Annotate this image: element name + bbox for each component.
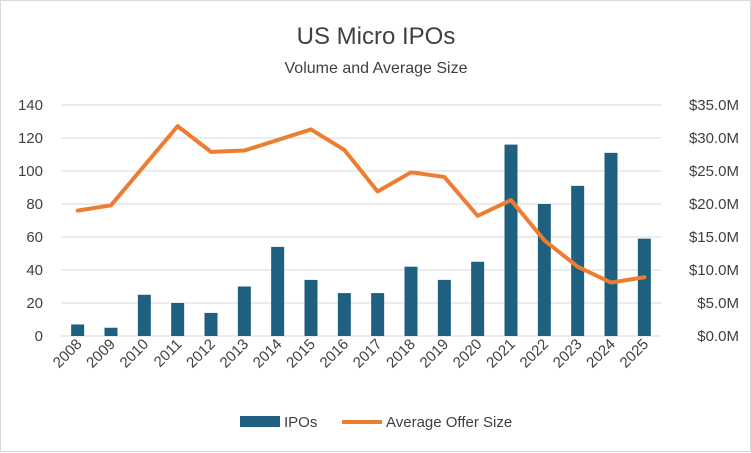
- left-tick-label: 20: [26, 295, 43, 312]
- x-tick-label: 2025: [617, 336, 653, 372]
- x-tick-label: 2020: [450, 336, 486, 372]
- bar: [371, 293, 384, 336]
- bar: [638, 239, 651, 336]
- bar: [405, 267, 418, 336]
- x-tick-label: 2008: [50, 336, 86, 372]
- x-tick-label: 2021: [483, 336, 519, 372]
- x-tick-label: 2014: [250, 336, 286, 372]
- left-tick-label: 0: [35, 328, 43, 345]
- x-tick-label: 2011: [151, 336, 186, 371]
- bar: [471, 262, 484, 336]
- legend: IPOs Average Offer Size: [240, 414, 512, 431]
- x-tick-label: 2018: [383, 336, 419, 372]
- bar: [305, 280, 318, 336]
- x-tick-label: 2009: [83, 336, 119, 372]
- left-tick-label: 120: [18, 130, 43, 147]
- x-tick-label: 2015: [283, 336, 319, 372]
- right-tick-label: $0.0M: [697, 328, 739, 345]
- right-tick-label: $30.0M: [689, 130, 739, 147]
- gridlines: [61, 105, 661, 336]
- bar: [105, 328, 118, 336]
- x-tick-label: 2012: [183, 336, 219, 372]
- left-tick-label: 100: [18, 163, 43, 180]
- legend-swatch-bars: [240, 416, 280, 427]
- bar: [538, 204, 551, 336]
- legend-label-line: Average Offer Size: [386, 414, 512, 431]
- left-axis: 0 20 40 60 80 100 120 140: [18, 97, 43, 345]
- bar: [71, 324, 84, 336]
- bar: [138, 295, 151, 336]
- right-tick-label: $25.0M: [689, 163, 739, 180]
- legend-label-bars: IPOs: [284, 414, 317, 431]
- x-tick-label: 2010: [117, 336, 153, 372]
- x-axis: 2008200920102011201220132014201520162017…: [50, 336, 652, 372]
- bar: [338, 293, 351, 336]
- bar: [505, 145, 518, 336]
- right-tick-label: $5.0M: [697, 295, 739, 312]
- bar: [271, 247, 284, 336]
- x-tick-label: 2019: [417, 336, 453, 372]
- left-tick-label: 80: [26, 196, 43, 213]
- bar: [205, 313, 218, 336]
- left-tick-label: 40: [26, 262, 43, 279]
- x-tick-label: 2024: [583, 336, 619, 372]
- right-tick-label: $35.0M: [689, 97, 739, 114]
- chart-title: US Micro IPOs: [297, 23, 456, 50]
- x-tick-label: 2022: [517, 336, 553, 372]
- bar: [605, 153, 618, 336]
- left-tick-label: 140: [18, 97, 43, 114]
- bar: [438, 280, 451, 336]
- bar: [238, 287, 251, 337]
- x-tick-label: 2023: [550, 336, 586, 372]
- x-tick-label: 2013: [217, 336, 253, 372]
- right-axis: $0.0M $5.0M $10.0M $15.0M $20.0M $25.0M $30.0M…: [689, 97, 739, 345]
- left-tick-label: 60: [26, 229, 43, 246]
- right-tick-label: $15.0M: [689, 229, 739, 246]
- chart-subtitle: Volume and Average Size: [285, 60, 468, 77]
- x-tick-label: 2016: [317, 336, 353, 372]
- bar: [171, 303, 184, 336]
- right-tick-label: $20.0M: [689, 196, 739, 213]
- x-tick-label: 2017: [350, 336, 386, 372]
- right-tick-label: $10.0M: [689, 262, 739, 279]
